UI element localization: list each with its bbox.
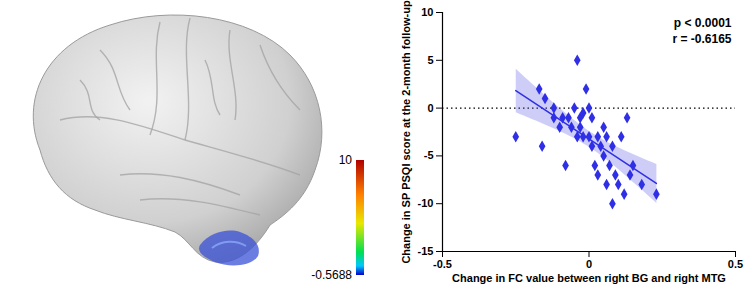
svg-text:10: 10 — [421, 6, 433, 18]
svg-text:-0.5: -0.5 — [433, 258, 452, 270]
svg-text:Change in SP PSQI score at the: Change in SP PSQI score at the 2-month f… — [400, 0, 412, 263]
svg-text:-0.5688: -0.5688 — [311, 268, 352, 282]
svg-text:Change in FC value between rig: Change in FC value between right BG and … — [452, 272, 726, 284]
svg-text:p < 0.0001: p < 0.0001 — [674, 16, 732, 30]
svg-text:5: 5 — [427, 54, 433, 66]
svg-text:0: 0 — [586, 258, 592, 270]
svg-text:0: 0 — [427, 102, 433, 114]
svg-text:r = -0.6165: r = -0.6165 — [672, 32, 731, 46]
svg-text:-15: -15 — [418, 245, 434, 257]
svg-text:-5: -5 — [424, 149, 434, 161]
svg-text:-10: -10 — [418, 197, 434, 209]
svg-text:0.5: 0.5 — [728, 258, 743, 270]
svg-text:10: 10 — [339, 153, 353, 167]
